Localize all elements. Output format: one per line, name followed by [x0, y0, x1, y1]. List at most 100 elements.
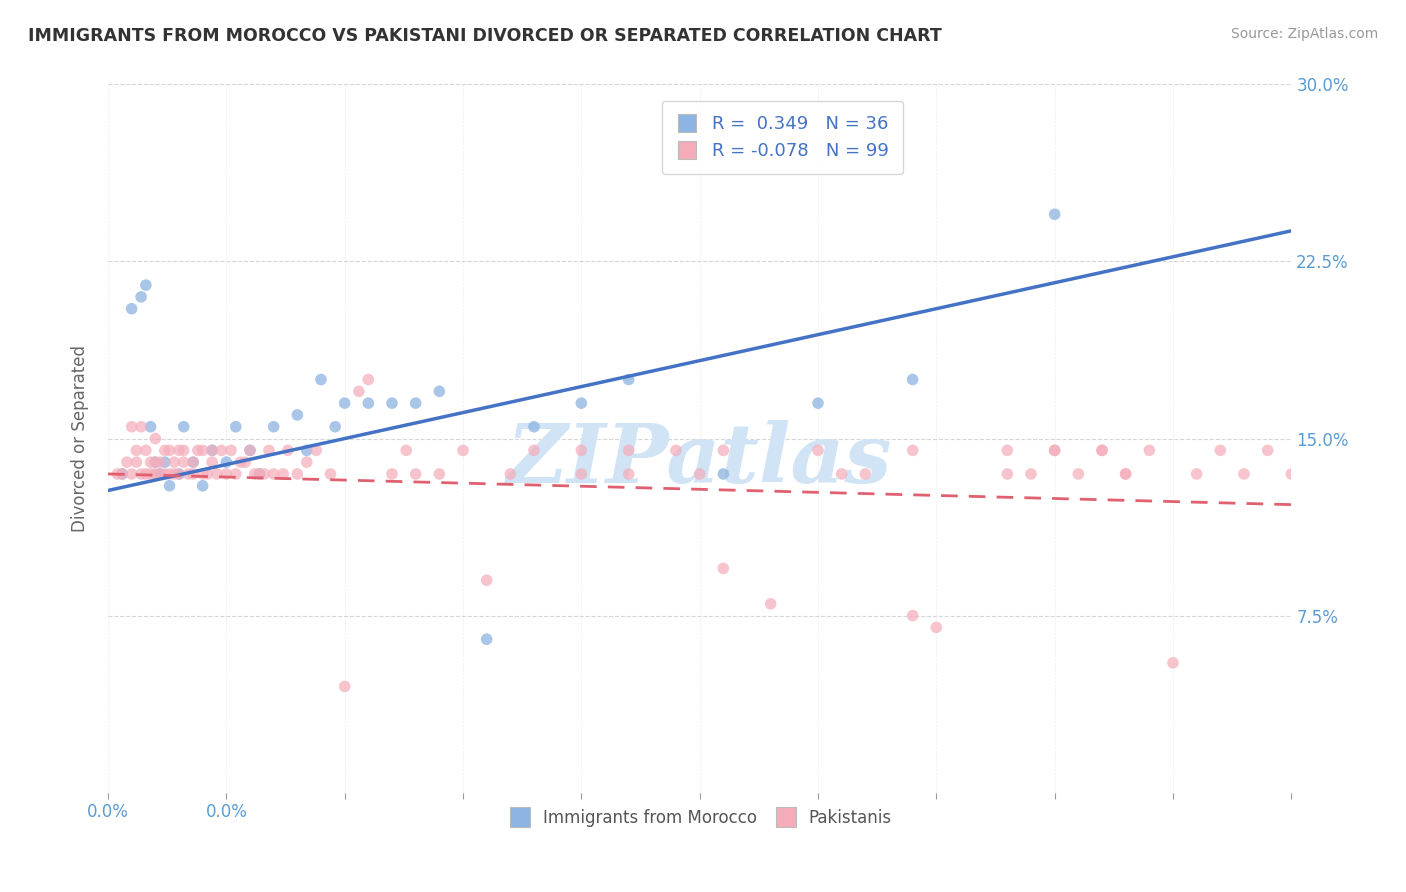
Point	[239, 443, 262, 458]
Point	[135, 443, 157, 458]
Point	[333, 396, 356, 410]
Point	[143, 455, 166, 469]
Point	[1161, 656, 1184, 670]
Point	[569, 396, 592, 410]
Point	[995, 443, 1018, 458]
Point	[215, 455, 238, 469]
Point	[249, 467, 271, 481]
Point	[357, 396, 380, 410]
Point	[129, 467, 152, 481]
Point	[405, 467, 427, 481]
Point	[405, 396, 427, 410]
Point	[271, 467, 294, 481]
Point	[617, 372, 640, 386]
Point	[249, 467, 271, 481]
Point	[191, 467, 214, 481]
Point	[759, 597, 782, 611]
Point	[1043, 207, 1066, 221]
Point	[219, 443, 242, 458]
Point	[689, 467, 711, 481]
Point	[181, 467, 204, 481]
Point	[277, 443, 299, 458]
Point	[901, 372, 924, 386]
Text: ZIPatlas: ZIPatlas	[508, 420, 893, 500]
Point	[197, 467, 219, 481]
Point	[499, 467, 522, 481]
Point	[523, 419, 546, 434]
Point	[233, 455, 256, 469]
Point	[153, 467, 176, 481]
Point	[181, 455, 204, 469]
Point	[153, 443, 176, 458]
Point	[125, 443, 148, 458]
Legend: Immigrants from Morocco, Pakistanis: Immigrants from Morocco, Pakistanis	[501, 803, 898, 834]
Point	[159, 467, 181, 481]
Point	[115, 455, 138, 469]
Point	[173, 455, 195, 469]
Point	[285, 467, 308, 481]
Point	[253, 467, 276, 481]
Point	[239, 443, 262, 458]
Point	[295, 455, 318, 469]
Text: Source: ZipAtlas.com: Source: ZipAtlas.com	[1230, 27, 1378, 41]
Point	[347, 384, 370, 399]
Point	[211, 443, 233, 458]
Point	[173, 443, 195, 458]
Y-axis label: Divorced or Separated: Divorced or Separated	[72, 345, 89, 532]
Point	[1043, 443, 1066, 458]
Point	[225, 419, 247, 434]
Point	[181, 455, 204, 469]
Point	[125, 455, 148, 469]
Point	[205, 467, 228, 481]
Point	[111, 467, 134, 481]
Point	[121, 419, 143, 434]
Point	[257, 443, 280, 458]
Point	[807, 443, 830, 458]
Point	[1233, 467, 1256, 481]
Point	[1091, 443, 1114, 458]
Point	[201, 443, 224, 458]
Point	[319, 467, 342, 481]
Point	[523, 443, 546, 458]
Point	[853, 467, 876, 481]
Point	[149, 467, 172, 481]
Point	[111, 467, 134, 481]
Point	[569, 467, 592, 481]
Point	[135, 278, 157, 293]
Point	[191, 479, 214, 493]
Point	[665, 443, 688, 458]
Point	[149, 455, 172, 469]
Point	[225, 467, 247, 481]
Point	[159, 443, 181, 458]
Point	[143, 432, 166, 446]
Point	[139, 455, 162, 469]
Point	[143, 467, 166, 481]
Point	[323, 419, 346, 434]
Point	[1257, 443, 1279, 458]
Point	[617, 467, 640, 481]
Point	[139, 467, 162, 481]
Point	[139, 419, 162, 434]
Point	[617, 443, 640, 458]
Point	[163, 467, 186, 481]
Point	[201, 443, 224, 458]
Point	[129, 290, 152, 304]
Point	[1137, 443, 1160, 458]
Text: IMMIGRANTS FROM MOROCCO VS PAKISTANI DIVORCED OR SEPARATED CORRELATION CHART: IMMIGRANTS FROM MOROCCO VS PAKISTANI DIV…	[28, 27, 942, 45]
Point	[831, 467, 853, 481]
Point	[381, 396, 404, 410]
Point	[1115, 467, 1137, 481]
Point	[925, 620, 948, 634]
Point	[107, 467, 129, 481]
Point	[285, 408, 308, 422]
Point	[229, 455, 252, 469]
Point	[333, 680, 356, 694]
Point	[167, 467, 190, 481]
Point	[711, 443, 734, 458]
Point	[475, 632, 498, 647]
Point	[807, 396, 830, 410]
Point	[191, 443, 214, 458]
Point	[263, 467, 285, 481]
Point	[1043, 443, 1066, 458]
Point	[427, 384, 450, 399]
